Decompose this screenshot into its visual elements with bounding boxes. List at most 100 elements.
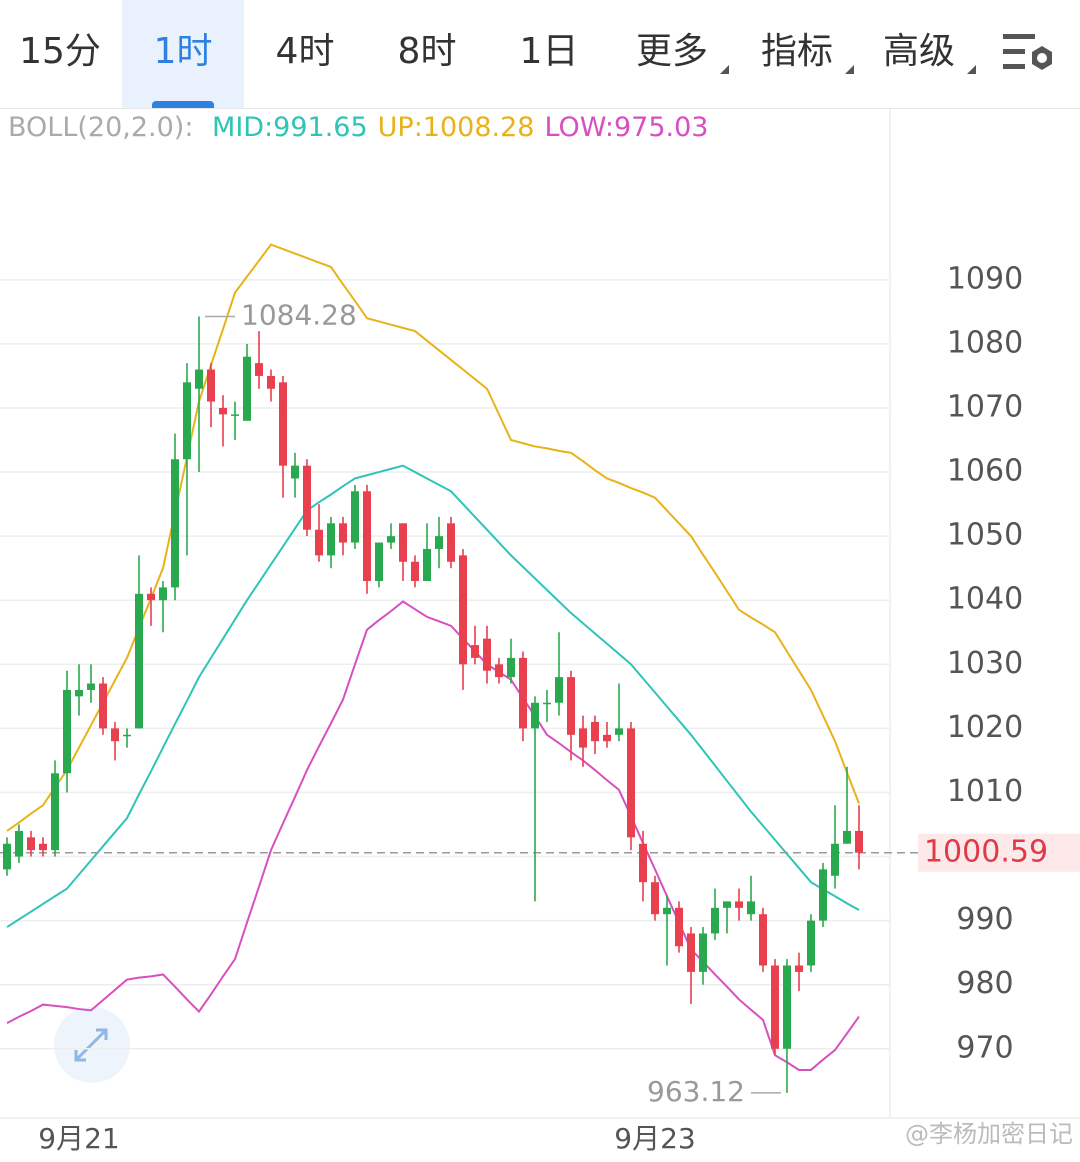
candle-body [363, 491, 371, 581]
settings-icon[interactable] [1003, 34, 1052, 70]
candle-body [171, 459, 179, 588]
y-tick-label: 980 [956, 966, 1013, 1001]
last-price-label: 1000.59 [924, 834, 1048, 869]
candle-body [651, 882, 659, 915]
indicator-label: BOLL(20,2.0): [8, 112, 194, 143]
y-tick-label: 1070 [947, 389, 1023, 424]
candle-body [543, 702, 551, 705]
candle-body [663, 907, 671, 915]
legend-entry: UP:1008.28 [377, 112, 535, 143]
x-tick-label: 9月21 [38, 1122, 119, 1155]
candles [3, 316, 863, 1093]
candle-body [207, 369, 215, 402]
tab-label: 4时 [275, 31, 335, 72]
candle-body [315, 529, 323, 556]
candle-body [231, 414, 239, 416]
y-tick-label: 990 [956, 902, 1013, 937]
candle-body [831, 843, 839, 876]
y-tick-label: 1020 [947, 710, 1023, 745]
candle-body [639, 843, 647, 883]
candle-body [795, 965, 803, 972]
candle-body [387, 536, 395, 543]
tab[interactable]: 1日 [488, 0, 610, 108]
candle-body [591, 721, 599, 742]
y-tick-label: 1010 [947, 774, 1023, 809]
candle-body [423, 548, 431, 581]
tab-label: 高级 [882, 31, 955, 72]
watermark: @李杨加密日记 [905, 1120, 1073, 1148]
tab[interactable]: 1时 [122, 0, 244, 108]
legend-entry: LOW:975.03 [544, 112, 709, 143]
grid [0, 279, 890, 1050]
candle-body [3, 843, 11, 870]
boll-line [6, 464, 860, 928]
tab-label: 1日 [519, 31, 579, 72]
candle-body [339, 523, 347, 543]
candle-body [195, 369, 203, 389]
candle-body [399, 523, 407, 562]
tab[interactable]: 4时 [244, 0, 366, 108]
tab[interactable]: 指标 [736, 0, 858, 108]
candle-body [723, 901, 731, 908]
tab-label: 1时 [153, 31, 213, 72]
candle-body [567, 677, 575, 735]
candle-body [63, 689, 71, 774]
candle-body [351, 491, 359, 543]
tab-label: 15分 [19, 31, 101, 72]
candle-body [87, 683, 95, 690]
candle-body [711, 907, 719, 934]
candle-body [675, 907, 683, 947]
candle-body [615, 728, 623, 735]
y-tick-label: 1090 [947, 261, 1023, 296]
dropdown-arrow [967, 65, 976, 74]
candle-body [159, 587, 167, 601]
candle-body [759, 914, 767, 966]
candle-body [447, 523, 455, 562]
candle-body [495, 664, 503, 678]
dropdown-arrow [845, 65, 854, 74]
y-tick-label: 970 [956, 1030, 1013, 1065]
candle-body [483, 638, 491, 671]
candle-body [471, 645, 479, 658]
expand-button[interactable] [54, 1007, 130, 1083]
candle-body [375, 542, 383, 581]
candle-body [855, 830, 863, 853]
tab[interactable]: 更多 [611, 0, 733, 108]
candle-body [843, 830, 851, 844]
candle-body [183, 382, 191, 460]
candle-body [579, 728, 587, 748]
candle-body [291, 465, 299, 479]
candle-body [135, 593, 143, 729]
candle-body [279, 382, 287, 466]
candle-body [783, 965, 791, 1049]
candle-body [555, 677, 563, 703]
candle-body [519, 657, 527, 729]
candle-body [699, 933, 707, 972]
y-tick-label: 1060 [947, 454, 1023, 489]
y-tick-label: 1040 [947, 582, 1023, 617]
y-tick-label: 1030 [947, 646, 1023, 681]
tab[interactable]: 15分 [0, 0, 121, 108]
candle-body [243, 356, 251, 421]
tab[interactable]: 8时 [366, 0, 488, 108]
tab-bar: 15分 1时 4时 8时 1日 更多 指标 高级 [0, 0, 1080, 109]
tab-label: 更多 [635, 31, 708, 72]
candle-body [747, 901, 755, 915]
candle-body [27, 837, 35, 851]
candle-body [507, 657, 515, 678]
x-tick-label: 9月23 [614, 1122, 695, 1155]
candle-body [219, 407, 227, 415]
candle-body [819, 869, 827, 921]
tab[interactable]: 高级 [858, 0, 980, 108]
dropdown-arrow [720, 65, 729, 74]
y-tick-label: 1050 [947, 518, 1023, 553]
last-price-box [918, 833, 1080, 872]
high-label: 1084.28 [241, 298, 357, 331]
candle-body [531, 702, 539, 729]
candle-body [267, 375, 275, 389]
candle-body [255, 363, 263, 376]
candle-body [327, 523, 335, 556]
boll-line [6, 600, 860, 1071]
candle-body [75, 689, 83, 697]
